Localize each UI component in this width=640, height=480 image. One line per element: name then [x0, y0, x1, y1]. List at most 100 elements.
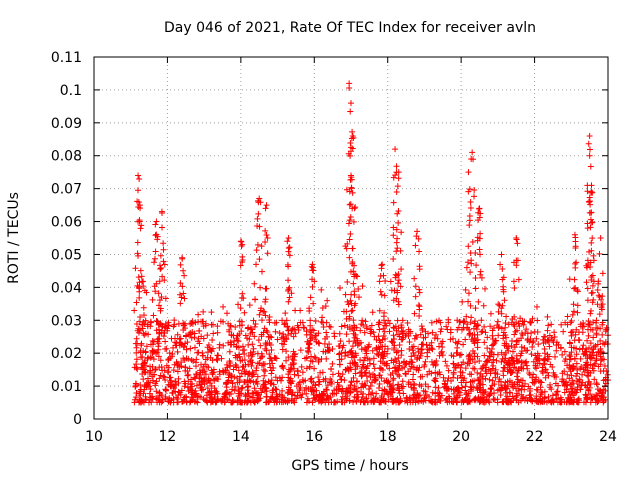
- data-point: [228, 373, 235, 380]
- data-point: [588, 277, 595, 284]
- data-point: [569, 389, 576, 396]
- data-point: [280, 341, 287, 348]
- peak-point-22: [513, 235, 520, 241]
- data-point: [585, 332, 592, 339]
- x-tick-label-18: 18: [379, 429, 397, 445]
- data-point: [258, 317, 265, 324]
- data-point: [357, 339, 364, 346]
- data-point: [353, 378, 360, 385]
- data-point: [513, 393, 520, 400]
- data-point: [471, 320, 478, 327]
- data-point: [160, 258, 167, 265]
- data-point: [595, 292, 602, 299]
- data-point: [242, 393, 249, 400]
- data-point: [319, 369, 326, 376]
- data-point: [174, 362, 181, 369]
- data-point: [236, 353, 243, 360]
- data-point: [466, 186, 473, 193]
- data-point: [363, 395, 370, 402]
- data-point: [595, 390, 602, 397]
- data-point: [569, 363, 576, 370]
- data-point: [522, 380, 529, 387]
- data-point: [303, 328, 310, 335]
- y-tick-label-0.04: 0.04: [51, 280, 82, 296]
- data-point: [309, 334, 316, 341]
- data-point: [193, 356, 200, 363]
- data-point: [270, 364, 277, 371]
- data-point: [443, 323, 450, 330]
- data-point: [582, 382, 589, 389]
- data-point: [268, 347, 275, 354]
- data-point: [406, 345, 413, 352]
- data-point: [251, 333, 258, 340]
- data-point: [355, 285, 362, 292]
- data-point: [423, 392, 430, 399]
- data-point: [165, 357, 172, 364]
- data-point: [154, 349, 161, 356]
- data-point: [364, 362, 371, 369]
- data-point: [306, 341, 313, 348]
- data-point: [257, 342, 264, 349]
- data-point: [347, 364, 354, 371]
- data-point: [548, 321, 555, 328]
- data-point: [513, 357, 520, 364]
- data-point: [530, 371, 537, 378]
- data-point: [415, 393, 422, 400]
- data-point: [187, 321, 194, 328]
- data-point: [236, 331, 243, 338]
- data-point: [545, 372, 552, 379]
- data-point: [149, 363, 156, 370]
- data-point: [589, 289, 596, 296]
- data-point: [282, 310, 289, 317]
- data-point: [518, 335, 525, 342]
- data-point: [567, 381, 574, 388]
- data-point: [367, 374, 374, 381]
- data-point: [554, 388, 561, 395]
- peak-point-5: [237, 238, 244, 245]
- data-point: [553, 342, 560, 349]
- data-point: [200, 396, 207, 403]
- data-point: [489, 377, 496, 384]
- data-point: [589, 235, 596, 242]
- data-point: [309, 399, 316, 406]
- data-point: [427, 398, 434, 405]
- data-point: [140, 347, 147, 354]
- data-point: [450, 353, 457, 360]
- data-point: [587, 163, 594, 170]
- data-point: [231, 387, 238, 394]
- data-point: [577, 355, 584, 362]
- data-point: [418, 323, 425, 330]
- data-point: [416, 266, 423, 273]
- data-point: [159, 367, 166, 374]
- data-point: [546, 332, 553, 339]
- data-point: [288, 326, 295, 333]
- data-point: [174, 395, 181, 402]
- plot-frame: [93, 56, 609, 420]
- data-point: [470, 338, 477, 345]
- data-point: [312, 396, 319, 403]
- data-point: [303, 365, 310, 372]
- data-point: [149, 396, 156, 403]
- data-point: [455, 362, 462, 369]
- data-point: [413, 334, 420, 341]
- data-point: [499, 276, 506, 283]
- data-point: [467, 198, 474, 205]
- data-point: [350, 317, 357, 324]
- data-point: [553, 388, 560, 395]
- data-point: [421, 361, 428, 368]
- data-point: [232, 323, 239, 330]
- data-point: [312, 355, 319, 362]
- data-point: [157, 357, 164, 364]
- data-point: [394, 272, 401, 279]
- data-point: [159, 323, 166, 330]
- data-point: [171, 335, 178, 342]
- data-point: [421, 395, 428, 402]
- data-point: [580, 320, 587, 327]
- data-point: [157, 265, 164, 272]
- data-point: [286, 294, 293, 301]
- data-point: [307, 376, 314, 383]
- data-point: [432, 384, 439, 391]
- data-point: [482, 285, 489, 292]
- data-point: [601, 362, 608, 369]
- data-point: [295, 381, 302, 388]
